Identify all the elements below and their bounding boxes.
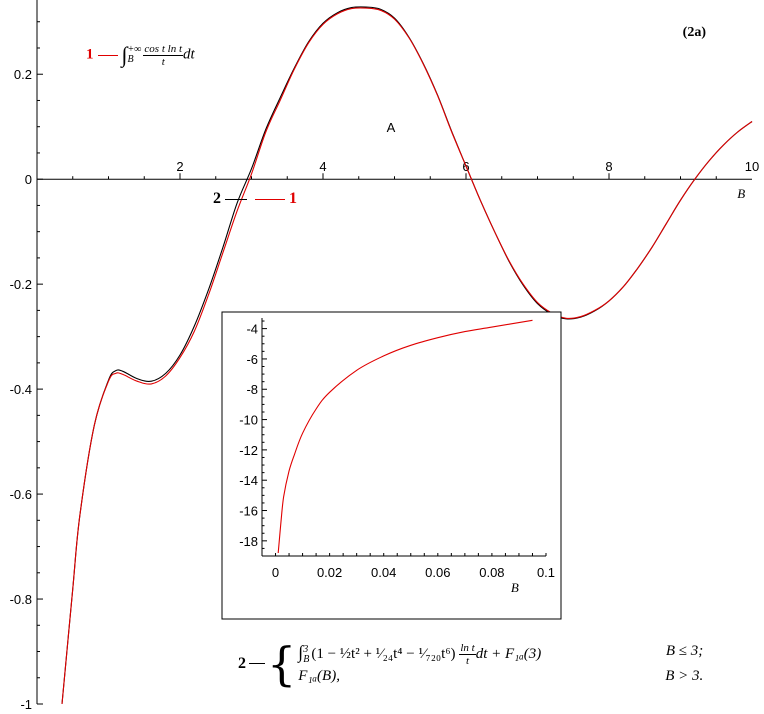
mid-label-2-swatch bbox=[225, 198, 247, 200]
legend-item-1-tail: dt bbox=[183, 46, 195, 63]
legend-item-1-integral: ∫ bbox=[121, 42, 128, 67]
inset-y-tick-label: -8 bbox=[246, 382, 258, 397]
main-x-tick-label: 8 bbox=[605, 159, 612, 174]
inset-series-group bbox=[277, 319, 533, 554]
legend-item-1-swatch bbox=[97, 54, 118, 56]
point-label-a: A bbox=[387, 120, 396, 135]
legend-item-1-frac-num: cos t ln t bbox=[143, 42, 184, 56]
main-x-tick-label: 10 bbox=[745, 159, 759, 174]
mid-label-1-swatch bbox=[255, 198, 285, 200]
formula-2-cases: ∫ 3 B (1 − ½t² + ¹⁄₂₄t⁴ − ¹⁄₇₂₀t⁶) ln t t dt … bbox=[298, 642, 703, 685]
formula-2-row-1-body: (1 − ½t² + ¹⁄₂₄t⁴ − ¹⁄₇₂₀t⁶) bbox=[311, 645, 456, 662]
mid-label-1: 1 bbox=[289, 190, 297, 207]
main-y-tick-label: -0.2 bbox=[10, 277, 32, 292]
inset-x-tick-label: 0 bbox=[272, 565, 279, 580]
formula-2-row-2: F₁ₐ(B), B > 3. bbox=[298, 667, 703, 685]
formula-2-row-2-body: F₁ₐ(B), bbox=[298, 668, 340, 684]
inset-y-tick-label: -6 bbox=[246, 352, 258, 367]
formula-2-row-1-cond: B ≤ 3; bbox=[665, 643, 704, 659]
inset-x-tick-label: 0.02 bbox=[317, 565, 342, 580]
formula-2-number: 2 bbox=[238, 654, 246, 672]
inset-x-tick-label: 0.08 bbox=[479, 565, 504, 580]
main-y-tick-label: -0.6 bbox=[10, 487, 32, 502]
inset-x-tick-label: 0.04 bbox=[371, 565, 396, 580]
formula-2-brace: { bbox=[267, 636, 297, 691]
inset-frame bbox=[221, 311, 562, 620]
formula-2-row-1-lower: B bbox=[303, 653, 310, 665]
main-y-tick-label: 0.2 bbox=[14, 67, 32, 82]
main-y-tick-label: -0.8 bbox=[10, 592, 32, 607]
inset-y-tick-label: -14 bbox=[239, 473, 258, 488]
inset-axes: -4 -6 -8 -10 -12 -14 -16 -18 0 0.02 0.04 0.06 0.08 0.… bbox=[239, 318, 555, 595]
inset-series-line-1 bbox=[277, 319, 533, 554]
legend-item-1-number: 1 bbox=[86, 46, 94, 63]
legend-item-1-upper: +∞ bbox=[127, 44, 142, 55]
formula-2-row-1-upper: 3 bbox=[303, 643, 309, 655]
legend-item-1-frac-den: t bbox=[161, 55, 165, 68]
main-y-tick-label: 0 bbox=[25, 172, 32, 187]
legend-item-1-lower: B bbox=[127, 54, 134, 65]
inset-y-tick-label: -4 bbox=[246, 322, 258, 337]
main-x-axis-label: B bbox=[737, 186, 745, 201]
panel-label: (2a) bbox=[683, 25, 707, 40]
inset-y-tick-label: -12 bbox=[239, 443, 258, 458]
formula-2: 2 { ∫ 3 B (1 − ½t² + ¹⁄₂₄t⁴ − ¹⁄₇₂₀t⁶) ln t… bbox=[238, 636, 703, 691]
mid-label-2: 2 bbox=[213, 190, 221, 207]
formula-2-row-1-expr: ∫ 3 B (1 − ½t² + ¹⁄₂₄t⁴ − ¹⁄₇₂₀t⁶) ln t t dt … bbox=[298, 641, 542, 667]
inset-chart: -4 -6 -8 -10 -12 -14 -16 -18 0 0.02 0.04 0.06 0.08 0.… bbox=[221, 311, 562, 620]
formula-2-row-1-tail: dt + F₁ₐ(3) bbox=[475, 645, 542, 662]
inset-y-tick-label: -16 bbox=[239, 504, 258, 519]
inset-x-tick-label: 0.1 bbox=[537, 565, 555, 580]
legend-item-1-limits: +∞ B bbox=[128, 45, 142, 65]
formula-2-row-1: ∫ 3 B (1 − ½t² + ¹⁄₂₄t⁴ − ¹⁄₇₂₀t⁶) ln t t dt … bbox=[298, 642, 703, 667]
formula-2-row-1-frac-num: ln t bbox=[459, 642, 476, 655]
inset-x-axis-label: B bbox=[511, 580, 519, 595]
formula-2-swatch bbox=[249, 663, 265, 664]
formula-2-row-2-cond: B > 3. bbox=[665, 668, 704, 684]
main-x-tick-label: 4 bbox=[319, 159, 326, 174]
main-y-tick-label: -1 bbox=[20, 697, 32, 712]
main-series-group bbox=[61, 6, 753, 705]
inset-y-tick-label: -10 bbox=[239, 413, 258, 428]
inset-y-tick-label: -18 bbox=[239, 534, 258, 549]
main-y-tick-label: -0.4 bbox=[10, 382, 32, 397]
inset-x-tick-label: 0.06 bbox=[425, 565, 450, 580]
main-series-line-1 bbox=[61, 7, 753, 705]
formula-2-row-1-frac-den: t bbox=[465, 655, 470, 667]
main-x-tick-label: 2 bbox=[176, 159, 183, 174]
